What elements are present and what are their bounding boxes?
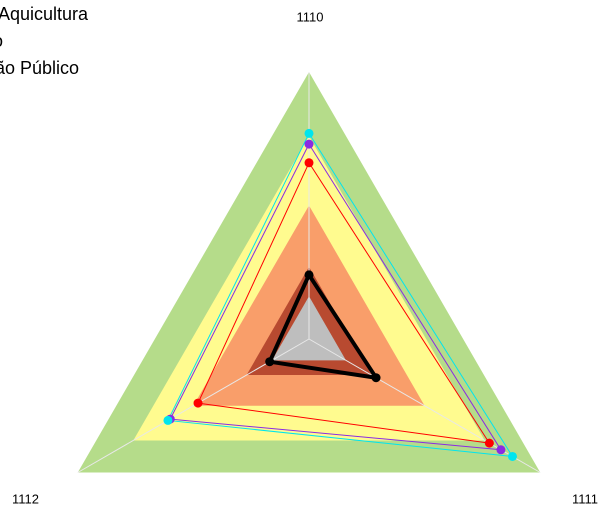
series-point <box>304 139 314 149</box>
series-point <box>163 415 173 425</box>
series-point <box>304 158 314 168</box>
series-line <box>167 132 513 457</box>
series-point <box>265 357 275 367</box>
series-point <box>193 398 203 408</box>
series-point <box>484 438 494 448</box>
legend-text: Aquicultura <box>0 4 89 24</box>
series-point <box>371 373 381 383</box>
legend-text: io <box>0 31 3 51</box>
series-point <box>304 128 314 138</box>
legend-text: ão Público <box>0 58 79 78</box>
axis-label: 1111 <box>572 491 598 506</box>
axis-label: 1112 <box>12 491 39 506</box>
labels: 1110 1111 1112 Aquicultura io ão Público <box>0 4 598 507</box>
series-point <box>496 445 506 455</box>
series-line <box>169 143 502 451</box>
series-line <box>197 162 490 444</box>
series-point <box>507 451 517 461</box>
axis-label: 1110 <box>297 9 324 24</box>
series-line <box>267 272 379 380</box>
series-layer <box>163 128 517 461</box>
series-point <box>304 270 314 280</box>
